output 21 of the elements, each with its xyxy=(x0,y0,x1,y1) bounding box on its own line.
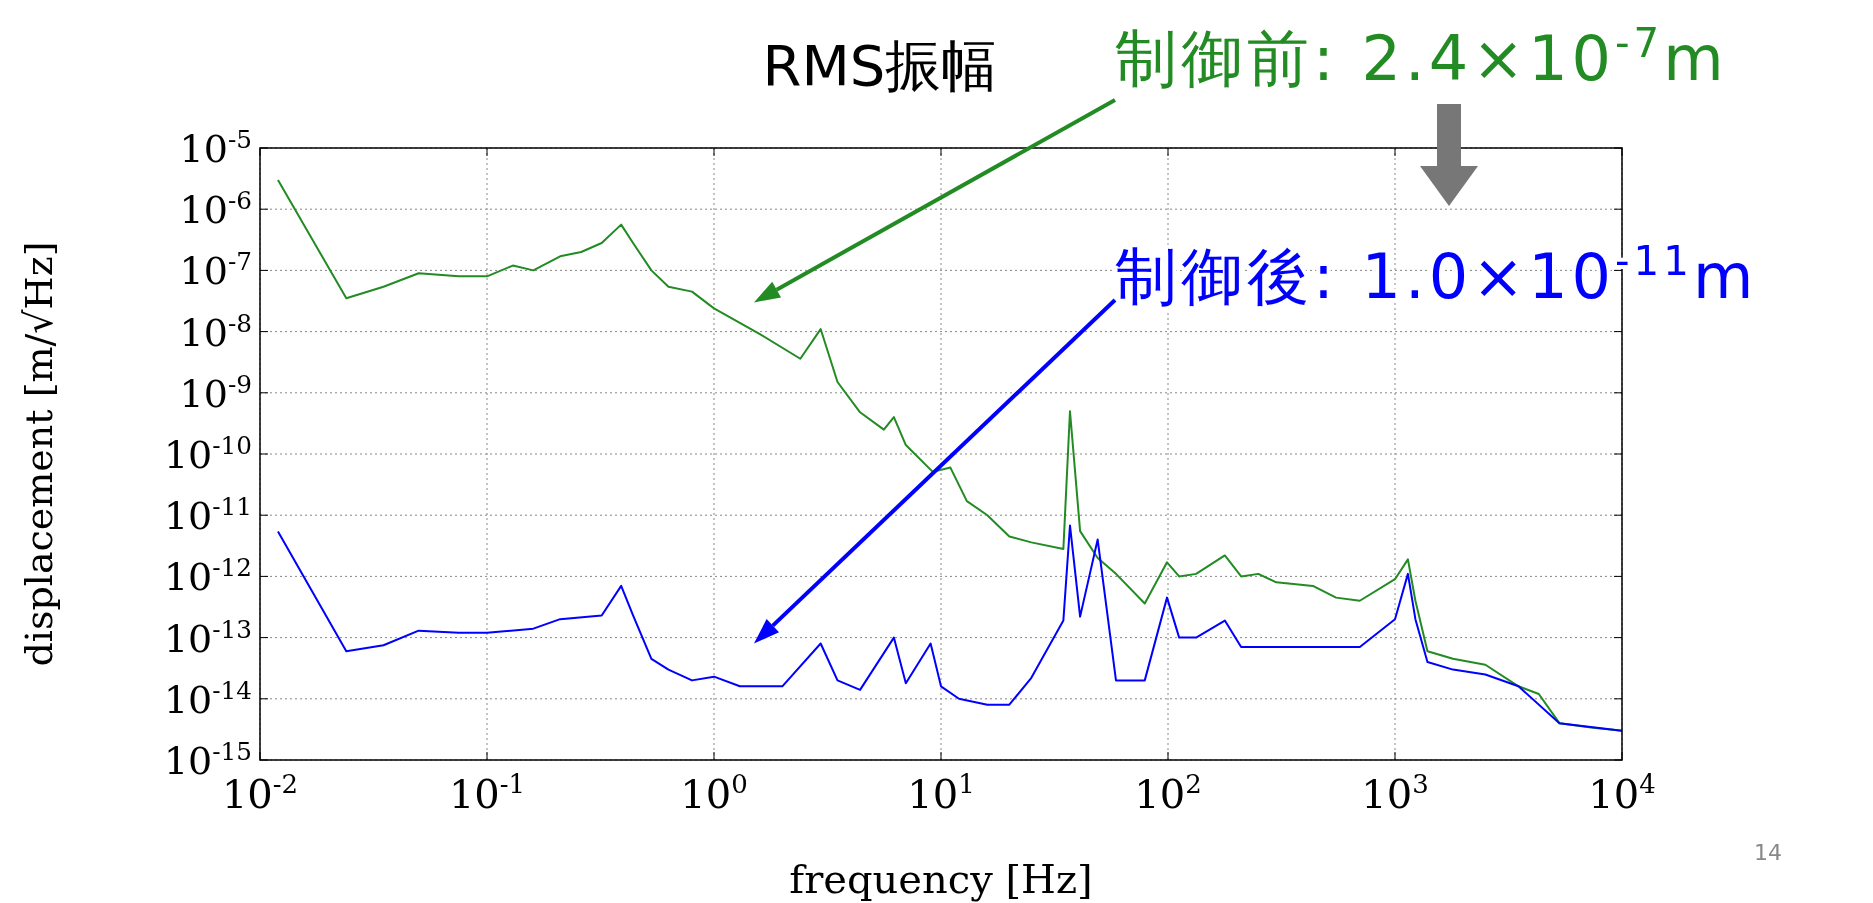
y-tick-label: 10$^{-11}$ xyxy=(163,491,252,539)
text: 制御前: 2.4×10$^{-7}$m xyxy=(1115,19,1728,95)
x-tick-label: 10$^{3}$ xyxy=(1361,769,1429,817)
y-tick-label: 10$^{-10}$ xyxy=(163,430,252,477)
x-tick-label: 10$^{2}$ xyxy=(1134,769,1202,817)
text: 14 xyxy=(1754,840,1782,865)
y-tick-label: 10$^{-14}$ xyxy=(163,675,252,722)
x-tick-label: 10$^{4}$ xyxy=(1588,769,1656,817)
y-tick-label: 10$^{-9}$ xyxy=(179,369,252,416)
y-tick-label: 10$^{-12}$ xyxy=(163,552,252,600)
x-tick-label: 10$^{1}$ xyxy=(907,769,975,817)
y-tick-label: 10$^{-5}$ xyxy=(179,124,252,171)
x-axis-title: frequency [Hz] xyxy=(789,856,1093,902)
y-tick-label: 10$^{-7}$ xyxy=(179,246,252,294)
y-tick-label: 10$^{-8}$ xyxy=(179,308,252,355)
y-axis-title: displacement [m/√Hz] xyxy=(17,241,61,667)
x-tick-label: 10$^{-1}$ xyxy=(448,769,526,817)
y-tick-label: 10$^{-6}$ xyxy=(179,185,252,233)
x-tick-label: 10$^{0}$ xyxy=(680,769,748,817)
text: RMS振幅 xyxy=(762,33,998,98)
y-tick-label: 10$^{-13}$ xyxy=(163,614,252,661)
